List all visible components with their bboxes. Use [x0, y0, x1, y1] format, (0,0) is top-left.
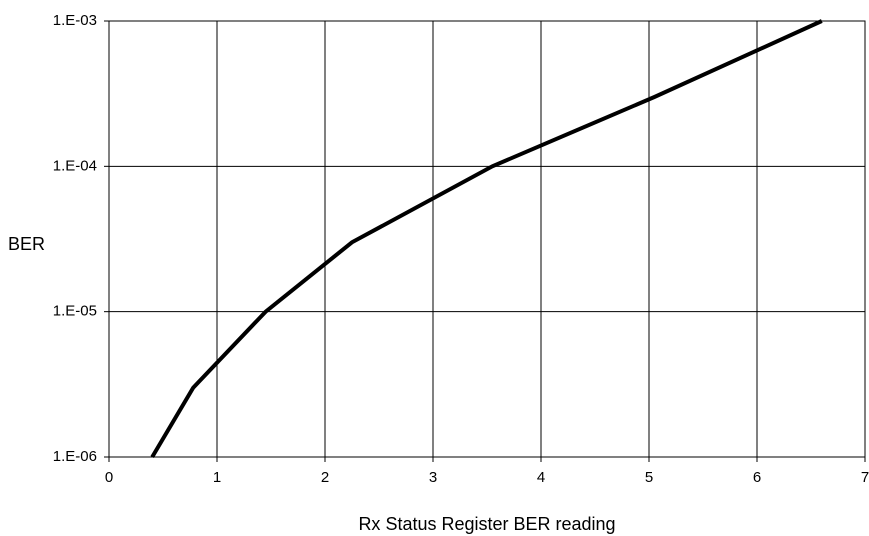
x-tick-label: 3 — [429, 469, 437, 486]
x-tick-label: 5 — [645, 469, 653, 486]
series-line — [150, 19, 823, 459]
y-tick-label: 1.E-04 — [53, 157, 97, 174]
y-tick-label: 1.E-05 — [53, 303, 97, 320]
x-tick-label: 7 — [861, 469, 869, 486]
y-tick-label: 1.E-03 — [53, 12, 97, 29]
plot-area — [109, 21, 865, 457]
plot-border — [108, 20, 866, 458]
x-axis-ticks: 0 1 2 3 4 5 6 7 — [105, 457, 869, 486]
x-tick-label: 1 — [213, 469, 221, 486]
x-tick-label: 0 — [105, 469, 113, 486]
series-layer — [150, 19, 823, 459]
x-tick-label: 2 — [321, 469, 329, 486]
x-tick-label: 6 — [753, 469, 761, 486]
y-axis-ticks: 1.E-06 1.E-05 1.E-04 1.E-03 — [53, 12, 109, 465]
x-tick-label: 4 — [537, 469, 545, 486]
y-axis-label: BER — [8, 234, 45, 254]
x-axis-label: Rx Status Register BER reading — [358, 514, 615, 534]
y-tick-label: 1.E-06 — [53, 448, 97, 465]
